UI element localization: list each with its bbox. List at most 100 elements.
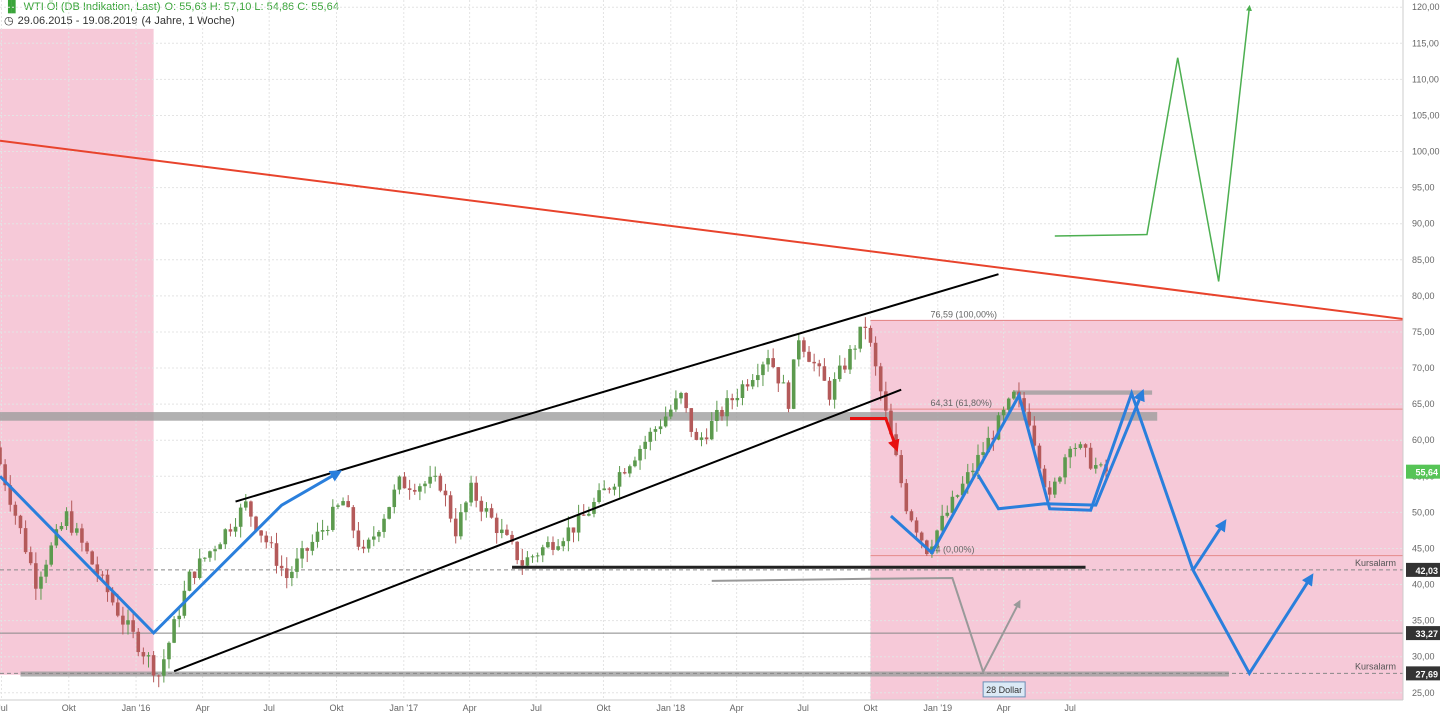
candle-body [735,397,740,401]
candle-body [561,541,566,547]
callout-box [982,681,1026,698]
price-alarm-label: Kursalarm [1355,558,1396,568]
candle-body [300,548,304,559]
candle-body [136,631,141,653]
candle-body [233,526,238,532]
candle-body [1032,425,1037,446]
candle-body [259,530,263,536]
x-tick-label: Apr [196,703,210,713]
candle-body [1006,398,1011,410]
candle-body [914,520,919,533]
candle-body [935,530,939,547]
candle-body [771,358,775,368]
candle-body [602,488,607,491]
x-tick-label: Okt [596,703,611,713]
candle-body [745,384,750,387]
candle-body [638,448,642,461]
candle-body [284,568,289,579]
candle-body [1073,447,1078,449]
candle-body [551,542,555,550]
price-level-badge: 27,69 [1415,669,1438,679]
candle-body [254,516,258,531]
candle-body [126,620,130,625]
candle-body [776,367,781,384]
shaded-region-0 [0,28,154,675]
fib-level-label: 64,31 (61,80%) [930,398,992,408]
candle-body [817,363,822,367]
candle-body [203,557,207,559]
candle-body [59,525,64,530]
candle-body [520,560,525,566]
candle-body [459,512,463,537]
candle-body [151,655,156,676]
candle-body [290,571,294,579]
candle-body [725,398,729,417]
candle-body [919,532,924,541]
candle-body [1042,468,1047,488]
candle-body [904,483,909,512]
candle-body [976,454,980,471]
y-tick-label: 95,00 [1412,183,1435,193]
y-tick-label: 75,00 [1412,327,1435,337]
candle-body [715,409,719,422]
candle-body [377,531,381,537]
candle-body [494,517,499,534]
candle-body [243,501,248,508]
x-tick-label: Jul [797,703,809,713]
callout-label: 28 Dollar [986,685,1022,695]
candle-body [786,382,791,409]
last-price-badge-bg [1406,464,1440,479]
y-tick-label: 105,00 [1412,110,1440,120]
candle-body [341,501,345,506]
candle-body [162,659,166,676]
candle-body [382,518,386,532]
candle-body [822,366,827,381]
fib-level-label: 76,59 (100,00%) [930,309,997,319]
candle-body [791,359,796,409]
candle-body [955,495,960,497]
candle-body [1027,411,1032,426]
y-tick-label: 25,00 [1412,688,1435,698]
candle-body [617,472,622,487]
candle-body [80,528,84,543]
candle-body [766,358,770,365]
candle-body [965,472,970,484]
candle-body [85,542,89,552]
candle-body [392,489,397,508]
candle-body [756,375,760,381]
candle-body [418,486,422,492]
candle-body [172,619,176,643]
candle-body [105,574,110,593]
candle-body [269,542,274,544]
candle-body [438,475,443,491]
annotation-line-3 [173,388,902,673]
shaded-region-1 [870,319,1403,700]
candle-body [489,508,494,518]
candle-body [1047,487,1052,495]
candle-body [848,348,852,370]
candle-body [223,529,228,545]
candle-body [3,464,7,486]
candle-body [121,615,125,625]
candle-body [576,514,581,533]
candle-body [1058,477,1062,482]
y-tick-label: 35,00 [1412,616,1435,626]
annotation-line-2 [235,273,999,503]
candle-body [827,380,832,400]
candle-body [346,501,350,508]
candle-body [423,483,427,487]
y-tick-label: 70,00 [1412,363,1435,373]
candle-body [39,576,43,589]
price-level-badge-bg [1406,626,1440,641]
candle-body [213,549,217,552]
clock-icon: ◷ [4,15,14,27]
candle-body [940,515,944,531]
candle-body [336,505,340,507]
x-tick-label: Okt [329,703,344,713]
candle-body [320,530,325,532]
candle-body [515,541,519,561]
candle-body [249,501,253,517]
y-tick-label: 115,00 [1412,38,1439,48]
candle-body [612,486,617,490]
